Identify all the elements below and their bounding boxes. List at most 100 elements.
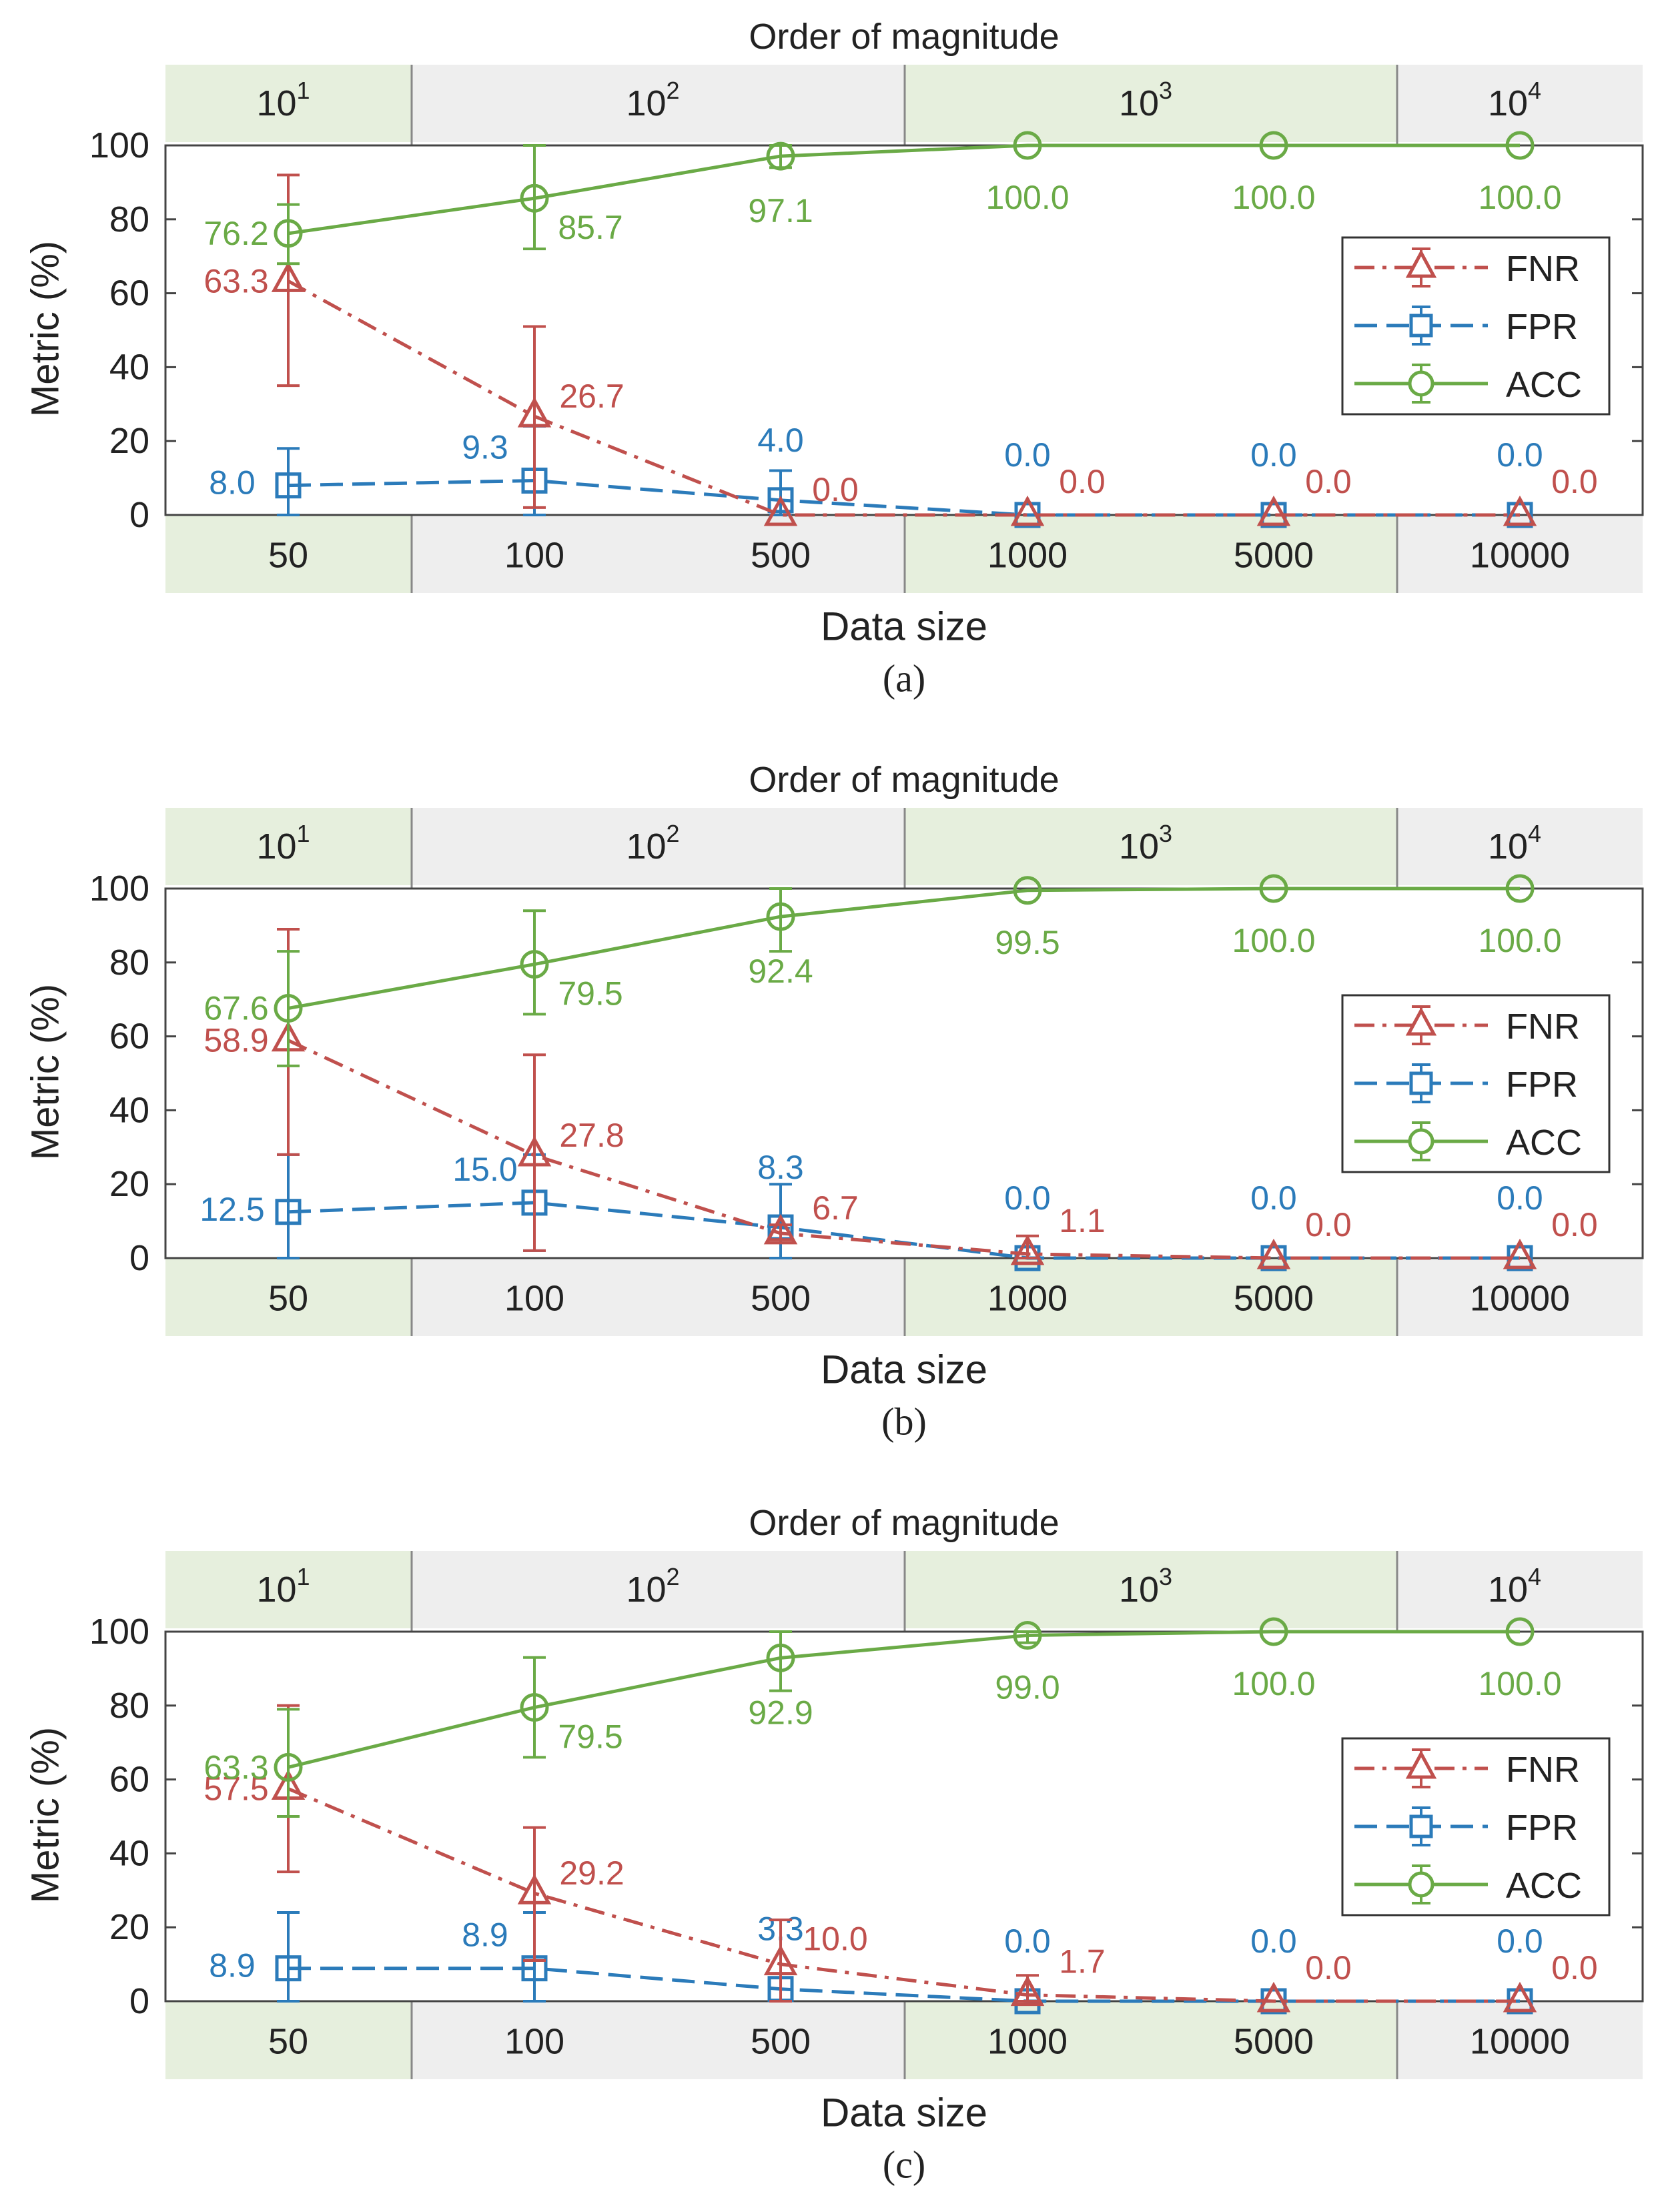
y-tick-label: 80 (109, 199, 149, 239)
data-label-acc: 99.5 (995, 924, 1060, 961)
magnitude-base: 10 (256, 1570, 296, 1610)
data-point-fpr (767, 487, 794, 514)
x-axis-label: Data size (821, 1347, 987, 1392)
data-label-fnr: 29.2 (559, 1854, 624, 1892)
data-label-fpr: 9.3 (462, 428, 508, 466)
data-point-fnr (1503, 1981, 1537, 2013)
data-point-acc (1013, 876, 1042, 905)
legend-marker-fnr (1405, 1007, 1437, 1036)
legend-entry-acc: ACC (1354, 364, 1582, 405)
y-tick-label: 0 (129, 1981, 149, 2021)
series-line-fnr (287, 1039, 1520, 1260)
data-label-acc: 100.0 (1478, 1665, 1561, 1702)
data-label-acc: 100.0 (1232, 1665, 1315, 1702)
magnitude-label: 103 (1119, 77, 1172, 124)
magnitude-label: 101 (256, 820, 310, 867)
x-tick-label: 10000 (1470, 1279, 1570, 1319)
magnitude-exponent: 2 (667, 77, 680, 104)
panel-label: (b) (881, 1400, 927, 1444)
y-tick-label: 60 (109, 1017, 149, 1057)
magnitude-base: 10 (626, 826, 666, 867)
magnitude-band-cell (412, 65, 905, 142)
data-point-acc (1505, 874, 1535, 903)
data-label-fpr: 0.0 (1497, 1922, 1543, 1960)
data-label-fnr: 0.0 (1551, 1949, 1598, 1987)
data-label-fpr: 12.5 (199, 1191, 264, 1228)
series-line-fpr (288, 478, 1520, 517)
data-point-acc (766, 1643, 795, 1672)
data-label-fpr: 0.0 (1004, 1179, 1051, 1217)
legend-marker-fpr (1409, 314, 1433, 338)
data-point-fnr (1256, 495, 1291, 526)
y-tick-label: 20 (109, 1907, 149, 1947)
x-tick-label: 50 (268, 2022, 308, 2062)
series-line-acc (288, 887, 1520, 1010)
data-point-acc (1013, 1621, 1042, 1650)
data-point-acc (1259, 1617, 1288, 1646)
data-label-fnr: 58.9 (203, 1022, 268, 1059)
data-label-fnr: 0.0 (1059, 463, 1106, 500)
data-point-fnr (1503, 1238, 1537, 1269)
y-tick-label: 80 (109, 943, 149, 983)
datasize-band-cell (412, 2001, 905, 2079)
magnitude-band-cell (905, 1551, 1397, 1628)
data-point-acc (1259, 131, 1288, 160)
data-label-acc: 97.1 (748, 192, 813, 229)
magnitude-label: 104 (1488, 820, 1541, 867)
data-label-fnr: 0.0 (1305, 1206, 1352, 1243)
series-acc: 63.3 79.5 92.9 99.0 100.0 100.0 (203, 1617, 1562, 1818)
datasize-band-cell (165, 1258, 412, 1336)
magnitude-exponent: 1 (297, 820, 310, 847)
data-point-acc (520, 183, 549, 213)
magnitude-band-cell (165, 1551, 412, 1628)
magnitude-base: 10 (1119, 1570, 1159, 1610)
data-label-acc: 85.7 (558, 209, 622, 246)
legend-label-acc: ACC (1506, 1866, 1582, 1906)
data-label-fnr: 1.7 (1059, 1943, 1106, 1981)
data-label-acc: 79.5 (558, 975, 622, 1013)
data-point-acc (520, 950, 549, 979)
data-label-fpr: 8.3 (757, 1149, 804, 1186)
data-label-fnr: 0.0 (1551, 463, 1598, 500)
data-label-fnr: 0.0 (1305, 1949, 1352, 1987)
data-point-acc (1505, 1617, 1535, 1646)
magnitude-base: 10 (1119, 83, 1159, 123)
magnitude-base: 10 (1119, 826, 1159, 867)
y-tick-label: 40 (109, 1833, 149, 1873)
magnitude-label: 101 (256, 1563, 310, 1610)
data-label-acc: 100.0 (1478, 179, 1561, 216)
legend: FNR FPR ACC (1341, 236, 1611, 416)
panel-label: (a) (883, 657, 925, 700)
magnitude-band-cell (165, 808, 412, 885)
series-fpr: 12.515.0 8.30.0 0.0 0.0 (199, 1149, 1543, 1271)
magnitude-label: 101 (256, 77, 310, 124)
data-label-acc: 92.4 (748, 953, 813, 990)
y-tick-label: 80 (109, 1686, 149, 1726)
legend-entry-fpr: FPR (1354, 306, 1578, 347)
magnitude-exponent: 2 (667, 820, 680, 847)
data-point-fnr (763, 1945, 798, 1976)
magnitude-base: 10 (1488, 1570, 1528, 1610)
magnitude-label: 104 (1488, 1563, 1541, 1610)
data-point-fpr (275, 472, 302, 499)
y-axis-label: Metric (%) (24, 1727, 67, 1903)
series-line-fnr (287, 280, 1520, 517)
data-label-fnr: 26.7 (559, 378, 624, 415)
datasize-band-cell (165, 515, 412, 593)
data-point-acc (274, 993, 303, 1023)
magnitude-label: 103 (1119, 1563, 1172, 1610)
datasize-band-cell (165, 2001, 412, 2079)
data-label-fpr: 0.0 (1497, 436, 1543, 474)
legend-label-acc: ACC (1506, 1123, 1582, 1163)
magnitude-exponent: 4 (1528, 820, 1541, 847)
y-tick-label: 0 (129, 495, 149, 535)
data-label-fpr: 0.0 (1004, 1922, 1051, 1960)
x-tick-label: 50 (268, 536, 308, 576)
magnitude-label: 102 (626, 820, 679, 867)
legend-marker-acc (1408, 1871, 1434, 1898)
data-point-fpr (1507, 502, 1533, 528)
series-fpr: 8.09.3 4.0 0.0 0.0 0.0 (209, 422, 1543, 528)
data-label-fpr: 0.0 (1250, 1179, 1297, 1217)
data-point-acc (274, 219, 303, 248)
